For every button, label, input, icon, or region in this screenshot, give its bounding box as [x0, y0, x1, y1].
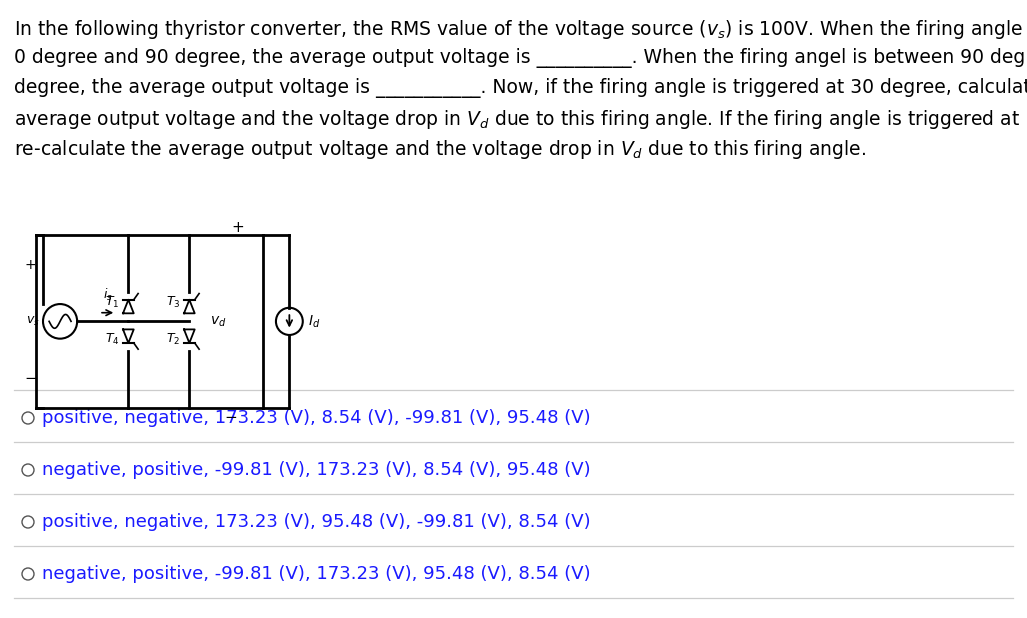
Text: $i_s$: $i_s$	[103, 287, 113, 303]
Text: 0 degree and 90 degree, the average output voltage is __________. When the firin: 0 degree and 90 degree, the average outp…	[14, 48, 1027, 68]
Text: positive, negative, 173.23 (V), 8.54 (V), -99.81 (V), 95.48 (V): positive, negative, 173.23 (V), 8.54 (V)…	[42, 409, 591, 427]
Text: average output voltage and the voltage drop in $V_d$ due to this firing angle. I: average output voltage and the voltage d…	[14, 108, 1027, 131]
Text: re-calculate the average output voltage and the voltage drop in $V_d$ due to thi: re-calculate the average output voltage …	[14, 138, 867, 161]
Text: +: +	[232, 220, 244, 235]
Text: negative, positive, -99.81 (V), 173.23 (V), 95.48 (V), 8.54 (V): negative, positive, -99.81 (V), 173.23 (…	[42, 565, 591, 583]
Text: −: −	[225, 410, 237, 425]
Text: $T_4$: $T_4$	[105, 332, 119, 347]
Text: $I_d$: $I_d$	[308, 313, 320, 329]
Text: $T_1$: $T_1$	[105, 295, 119, 310]
Text: $v_s$: $v_s$	[26, 315, 39, 328]
Text: $T_2$: $T_2$	[166, 332, 181, 347]
Text: positive, negative, 173.23 (V), 95.48 (V), -99.81 (V), 8.54 (V): positive, negative, 173.23 (V), 95.48 (V…	[42, 513, 591, 531]
Text: $v_d$: $v_d$	[211, 314, 227, 329]
Text: negative, positive, -99.81 (V), 173.23 (V), 8.54 (V), 95.48 (V): negative, positive, -99.81 (V), 173.23 (…	[42, 461, 591, 479]
Text: −: −	[25, 371, 37, 386]
Text: In the following thyristor converter, the RMS value of the voltage source ($v_s$: In the following thyristor converter, th…	[14, 18, 1027, 41]
Text: +: +	[25, 258, 37, 271]
Text: $T_3$: $T_3$	[165, 295, 181, 310]
Text: degree, the average output voltage is ___________. Now, if the firing angle is t: degree, the average output voltage is __…	[14, 78, 1027, 98]
